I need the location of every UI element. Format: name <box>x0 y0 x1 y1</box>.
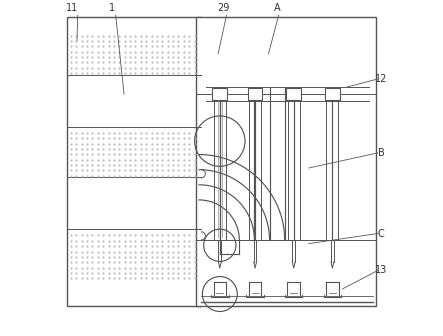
Bar <box>196 17 376 306</box>
Text: 11: 11 <box>66 3 78 13</box>
Text: 12: 12 <box>375 74 387 84</box>
Bar <box>248 88 263 100</box>
Text: C: C <box>378 228 385 239</box>
Text: 29: 29 <box>217 3 229 13</box>
Text: 13: 13 <box>375 265 387 276</box>
Bar <box>286 88 301 100</box>
Text: A: A <box>274 3 280 13</box>
Bar <box>325 88 340 100</box>
Text: 1: 1 <box>109 3 115 13</box>
Bar <box>213 88 227 100</box>
Bar <box>67 17 201 306</box>
Text: B: B <box>378 148 385 158</box>
